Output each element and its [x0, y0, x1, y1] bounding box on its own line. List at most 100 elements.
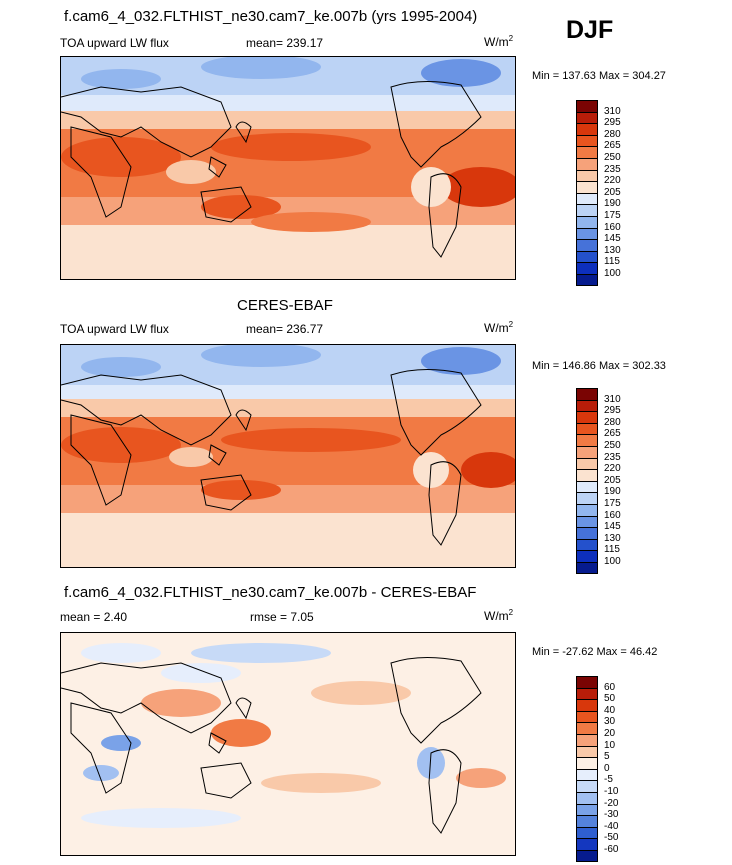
colorbar-box [576, 699, 598, 711]
panel2-title: CERES-EBAF [237, 297, 333, 314]
colorbar-level-label: 310 [604, 393, 621, 405]
colorbar-level-label: 130 [604, 244, 621, 256]
colorbar-box [576, 192, 598, 205]
colorbar-level-label: 175 [604, 210, 621, 221]
colorbar-level-label: 145 [604, 521, 621, 533]
colorbar-level-label: 280 [604, 416, 621, 428]
colorbar-level-label: 295 [604, 405, 621, 417]
colorbar-level-label: 190 [604, 198, 621, 210]
colorbar-box [576, 181, 598, 193]
colorbar-box [576, 849, 598, 862]
panel2-minmax: Min = 146.86 Max = 302.33 [532, 360, 666, 372]
colorbar-box [576, 250, 598, 263]
colorbar-box [576, 503, 598, 516]
colorbar-level-label: 235 [604, 163, 621, 175]
colorbar-level-label: 220 [604, 175, 621, 187]
colorbar-box [576, 262, 598, 274]
colorbar-box [576, 146, 598, 158]
colorbar-level-label: 30 [604, 716, 616, 728]
colorbar-level-label: -30 [604, 809, 619, 821]
colorbar-box [576, 273, 598, 286]
colorbar-level-label: 310 [604, 105, 621, 117]
colorbar-level-label: -50 [604, 832, 619, 844]
colorbar-level-label: 280 [604, 128, 621, 140]
colorbar-box [576, 227, 598, 240]
colorbar-level-label: 250 [604, 152, 621, 163]
colorbar-box [576, 422, 598, 435]
colorbar-level-label: 145 [604, 233, 621, 245]
colorbar-box [576, 157, 598, 170]
colorbar-box [576, 757, 598, 769]
colorbar-level-label: 205 [604, 474, 621, 486]
colorbar-box [576, 434, 598, 446]
colorbar-level-label: 220 [604, 463, 621, 475]
panel3-rmse-label: rmse = 7.05 [250, 610, 314, 624]
colorbar-box [576, 134, 598, 147]
panel3-colorbar [576, 676, 598, 862]
panel2-variable-label: TOA upward LW flux [60, 322, 169, 336]
colorbar-level-label: 250 [604, 440, 621, 451]
colorbar-box [576, 411, 598, 423]
colorbar-level-label: -60 [604, 844, 619, 855]
colorbar-level-label: 115 [604, 256, 620, 268]
colorbar-level-label: 60 [604, 681, 616, 693]
colorbar-box [576, 538, 598, 551]
panel2-map [60, 344, 516, 568]
panel2-units: W/m2 [484, 320, 514, 335]
colorbar-box [576, 204, 598, 216]
colorbar-level-label: 205 [604, 186, 621, 198]
panel1-units: W/m2 [484, 34, 514, 49]
colorbar-level-label: 40 [604, 704, 616, 716]
colorbar-level-label: 5 [604, 751, 610, 763]
colorbar-box [576, 745, 598, 758]
colorbar-box [576, 169, 598, 182]
colorbar-level-label: 160 [604, 221, 621, 233]
colorbar-box [576, 457, 598, 470]
colorbar-level-label: 265 [604, 140, 621, 152]
colorbar-box [576, 550, 598, 562]
colorbar-box [576, 388, 598, 400]
colorbar-level-label: 10 [604, 739, 616, 751]
colorbar-level-label: 190 [604, 486, 621, 498]
colorbar-level-label: 20 [604, 728, 616, 739]
colorbar-level-label: 265 [604, 428, 621, 440]
panel3-minmax: Min = -27.62 Max = 46.42 [532, 646, 658, 658]
colorbar-level-label: 235 [604, 451, 621, 463]
colorbar-box [576, 111, 598, 124]
colorbar-level-label: 175 [604, 498, 621, 509]
panel1-map [60, 56, 516, 280]
colorbar-level-label: 50 [604, 693, 616, 705]
colorbar-box [576, 815, 598, 827]
colorbar-box [576, 123, 598, 135]
panel2-colorbar [576, 388, 598, 574]
colorbar-box [576, 768, 598, 781]
panel1-title: f.cam6_4_032.FLTHIST_ne30.cam7_ke.007b (… [64, 8, 478, 25]
colorbar-level-label: 115 [604, 544, 620, 556]
panel3-map [60, 632, 516, 856]
colorbar-level-label: 0 [604, 762, 610, 774]
panel1-mean-label: mean= 239.17 [246, 36, 324, 50]
colorbar-box [576, 445, 598, 458]
colorbar-box [576, 239, 598, 251]
colorbar-box [576, 780, 598, 792]
colorbar-level-label: -10 [604, 786, 619, 797]
colorbar-box [576, 791, 598, 804]
colorbar-box [576, 100, 598, 112]
colorbar-level-label: 160 [604, 509, 621, 521]
colorbar-level-label: -20 [604, 797, 619, 809]
panel1-colorbar [576, 100, 598, 286]
colorbar-box [576, 515, 598, 528]
panel1-minmax: Min = 137.63 Max = 304.27 [532, 70, 666, 82]
colorbar-box [576, 399, 598, 412]
colorbar-box [576, 838, 598, 850]
colorbar-box [576, 561, 598, 574]
colorbar-level-label: 130 [604, 532, 621, 544]
colorbar-box [576, 687, 598, 700]
panel3-units: W/m2 [484, 608, 514, 623]
colorbar-level-label: -5 [604, 774, 613, 786]
colorbar-box [576, 722, 598, 734]
colorbar-box [576, 215, 598, 228]
colorbar-box [576, 733, 598, 746]
colorbar-box [576, 469, 598, 481]
colorbar-box [576, 803, 598, 816]
